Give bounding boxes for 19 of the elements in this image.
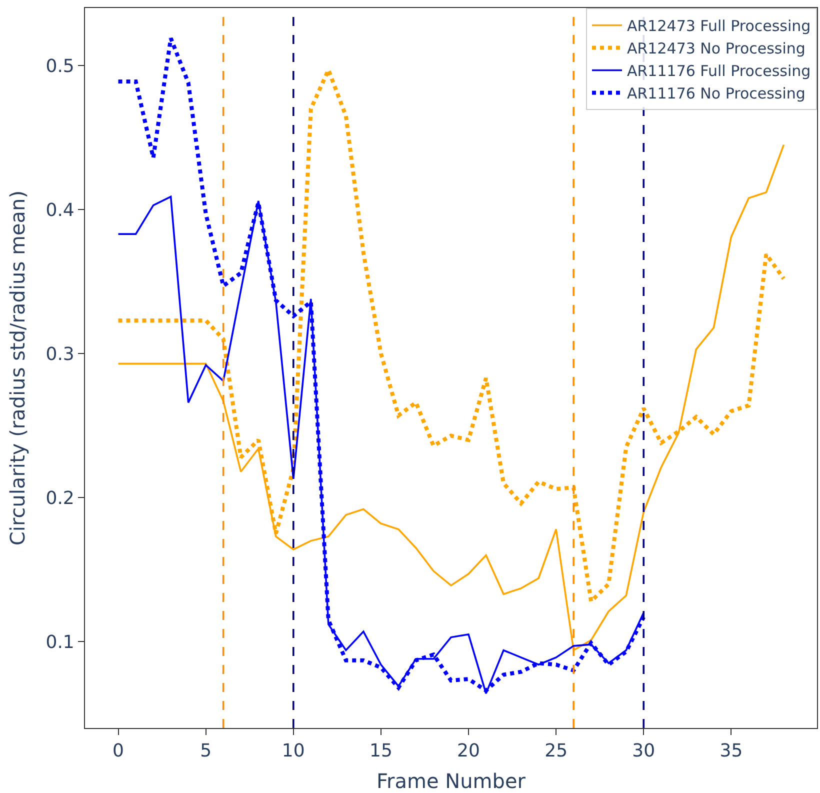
y-tick-label: 0.1	[46, 632, 74, 653]
x-tick-label: 20	[457, 740, 480, 762]
x-tick-label: 35	[720, 740, 743, 762]
legend-label: AR12473 No Processing	[627, 40, 806, 58]
y-tick-label: 0.3	[46, 344, 74, 365]
y-tick-label: 0.4	[46, 200, 74, 221]
y-axis-title: Circularity (radius std/radius mean)	[5, 190, 30, 546]
x-tick-label: 15	[369, 740, 392, 762]
legend-label: AR11176 No Processing	[627, 84, 806, 103]
x-axis-title: Frame Number	[376, 769, 526, 793]
x-tick-label: 0	[112, 740, 124, 762]
x-tick-label: 30	[632, 740, 656, 762]
legend-label: AR11176 Full Processing	[627, 62, 811, 80]
x-tick-label: 25	[544, 740, 568, 762]
x-tick-label: 5	[200, 740, 212, 762]
y-tick-label: 0.5	[46, 56, 74, 77]
y-tick-label: 0.2	[46, 488, 74, 509]
legend-label: AR12473 Full Processing	[627, 17, 811, 36]
x-tick-label: 10	[282, 740, 305, 762]
